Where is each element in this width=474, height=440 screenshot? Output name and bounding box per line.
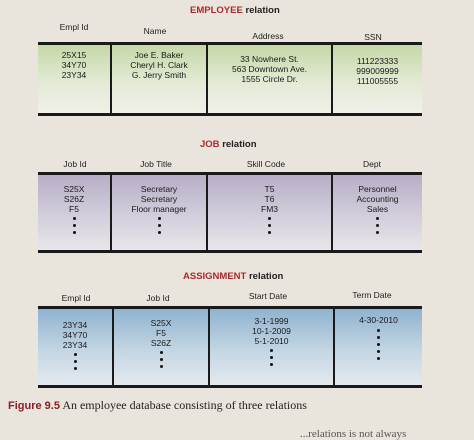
employee-relation-title: EMPLOYEE relation [190, 5, 280, 16]
assignment-cell: 23Y34 [62, 339, 88, 350]
continuation-dot [376, 217, 379, 221]
assignment-col-empl-id: 23Y34 34Y70 23Y34 [38, 309, 112, 385]
continuation-dot [157, 217, 161, 221]
assignment-col-start-date: 3-1-1999 10-1-2009 5-1-2010 [208, 309, 333, 385]
employee-col-address: 33 Nowhere St. 563 Downtown Ave. 1555 Ci… [206, 45, 331, 113]
assignment-relation-title: ASSIGNMENT relation [183, 271, 284, 282]
job-cell: Sales [366, 203, 389, 214]
continuation-dot [270, 356, 273, 360]
job-table: S25X S26Z F5 Secretary Secretary Floor m… [38, 172, 422, 253]
assignment-cell: 23Y34 [62, 320, 88, 330]
job-cell: Floor manager [131, 203, 187, 214]
employee-cell: 23Y34 [61, 69, 87, 80]
job-cell: T5 [264, 184, 275, 194]
continuation-dot [157, 224, 161, 228]
continuation-dot [268, 217, 271, 221]
assignment-cell: S26Z [150, 337, 172, 348]
continuation-dot [376, 224, 379, 228]
continuation-dot [159, 358, 163, 362]
employee-cell: 999009999 [356, 65, 399, 76]
employee-cell: 111005555 [356, 75, 399, 86]
continuation-dot [377, 349, 380, 353]
continuation-dot [73, 353, 77, 357]
employee-cell: Cheryl H. Clark [130, 59, 188, 70]
employee-header-ssn: SSN [364, 32, 382, 42]
job-cell: Accounting [356, 193, 399, 204]
assignment-header-term-date: Term Date [352, 290, 392, 300]
continuation-dot [268, 224, 271, 228]
figure-caption: Figure 9.5 An employee database consisti… [8, 398, 307, 413]
employee-col-empl-id: 25X15 34Y70 23Y34 [38, 45, 110, 113]
employee-header-address: Address [252, 31, 284, 41]
job-cell: S25X [63, 184, 85, 194]
assignment-cell: 3-1-1999 [254, 316, 289, 326]
continuation-dot [377, 335, 380, 339]
job-header-job-title: Job Title [140, 159, 172, 169]
job-cell: Personnel [358, 184, 397, 194]
assignment-cell: 34Y70 [62, 329, 88, 340]
figure-caption-text: An employee database consisting of three… [62, 398, 307, 412]
assignment-cell: S25X [150, 318, 172, 328]
job-col-dept: Personnel Accounting Sales [331, 175, 422, 250]
employee-cell: 1555 Circle Dr. [241, 73, 298, 84]
employee-table: 25X15 34Y70 23Y34 Joe E. Baker Cheryl H.… [38, 42, 422, 116]
job-header-job-id: Job Id [63, 159, 87, 169]
job-relation-title: JOB relation [200, 139, 257, 150]
continuation-dot [377, 356, 380, 360]
continuation-dot [268, 231, 271, 235]
job-cell: F5 [69, 203, 79, 214]
employee-cell: Joe E. Baker [134, 50, 184, 60]
assignment-cell: F5 [156, 327, 166, 338]
job-header-skill-code: Skill Code [246, 159, 286, 169]
continuation-dot [73, 360, 77, 364]
continuation-dot [377, 342, 380, 346]
employee-header-name: Name [143, 26, 167, 36]
assignment-cell: 4-30-2010 [359, 315, 398, 325]
employee-cell: 34Y70 [61, 59, 87, 70]
continuation-dot [270, 349, 273, 353]
continuation-dot [377, 328, 380, 332]
employee-header-empl-id: Empl Id [59, 22, 89, 32]
employee-col-name: Joe E. Baker Cheryl H. Clark G. Jerry Sm… [110, 45, 206, 113]
assignment-header-empl-id: Empl Id [61, 293, 91, 303]
job-cell: FM3 [261, 203, 278, 214]
assignment-header-job-id: Job Id [146, 293, 170, 303]
job-col-skill-code: T5 T6 FM3 [206, 175, 331, 250]
continuation-dot [73, 367, 77, 371]
job-cell: Secretary [140, 193, 178, 204]
job-col-job-id: S25X S26Z F5 [38, 175, 110, 250]
employee-cell: 25X15 [61, 50, 87, 60]
job-col-job-title: Secretary Secretary Floor manager [110, 175, 206, 250]
assignment-col-term-date: 4-30-2010 [333, 309, 422, 385]
continuation-dot [376, 231, 379, 235]
job-cell: Secretary [140, 184, 178, 194]
assignment-cell: 10-1-2009 [252, 325, 291, 336]
job-cell: T6 [264, 193, 275, 204]
continuation-dot [72, 224, 76, 228]
body-text-fragment: ...relations is not always [300, 428, 407, 440]
employee-cell: 33 Nowhere St. [240, 54, 299, 64]
employee-cell: G. Jerry Smith [131, 69, 187, 80]
figure-label: Figure 9.5 [8, 400, 60, 412]
job-cell: S26Z [63, 193, 85, 204]
continuation-dot [72, 217, 76, 221]
job-header-dept: Dept [363, 159, 381, 169]
assignment-col-job-id: S25X F5 S26Z [112, 309, 208, 385]
assignment-header-start-date: Start Date [248, 291, 288, 301]
continuation-dot [157, 231, 161, 235]
continuation-dot [72, 231, 76, 235]
continuation-dot [159, 351, 163, 355]
employee-cell: 111223333 [356, 56, 399, 66]
assignment-table: 23Y34 34Y70 23Y34 S25X F5 S26Z 3-1-1999 … [38, 306, 422, 388]
continuation-dot [159, 365, 163, 369]
assignment-cell: 5-1-2010 [254, 335, 289, 346]
continuation-dot [270, 363, 273, 367]
employee-cell: 563 Downtown Ave. [232, 63, 307, 74]
employee-col-ssn: 111223333 999009999 111005555 [331, 45, 422, 113]
